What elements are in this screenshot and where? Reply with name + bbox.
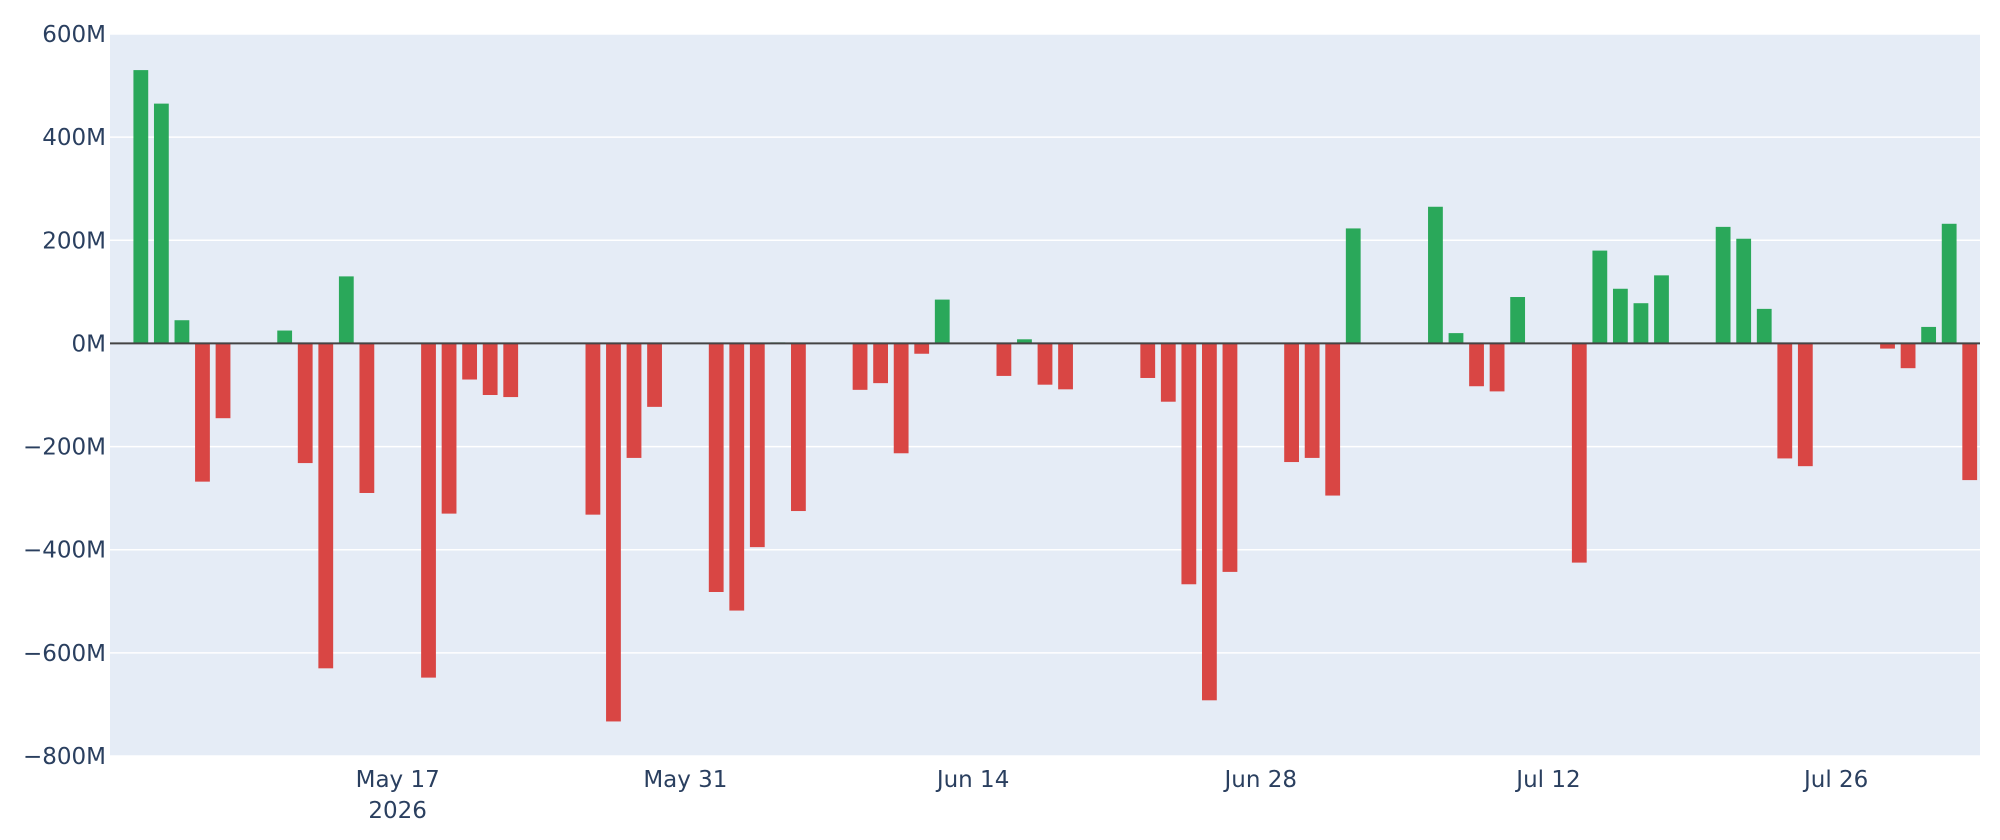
bar [1448,333,1464,344]
bar [1797,343,1813,467]
bar [1469,343,1484,387]
bar [338,276,354,344]
bar [1201,343,1217,701]
bar [1140,343,1156,378]
bar [606,343,621,722]
x-axis-tick-labels: May 17 2026 May 31 Jun 14 Jun 28 Jul 12 Jul 26 [356,767,1869,824]
bar [893,343,909,454]
x-tick-label: May 31 [643,767,727,793]
y-tick-label: −600M [23,641,106,667]
bar [1633,303,1649,344]
bar [1284,343,1299,463]
bars [133,70,1978,722]
bar [1510,297,1526,344]
bar [318,343,334,669]
bar [277,330,293,344]
bar [914,343,930,354]
bar [1962,343,1978,481]
bar [1345,228,1361,344]
bar [1181,343,1197,585]
bar [1222,343,1238,572]
bar [215,343,231,419]
bar [708,343,724,593]
bar [996,343,1012,376]
bar [1612,288,1628,344]
bar [1921,326,1937,344]
bar [1160,343,1176,402]
bar [749,343,765,548]
bar [1489,343,1505,392]
bar [195,343,210,482]
bar [133,70,149,344]
bar [1571,343,1587,563]
plot-background [110,34,1980,756]
y-tick-label: 600M [42,22,106,48]
bar [1654,275,1669,344]
bar [647,343,662,407]
x-tick-label: May 17 [356,767,440,793]
x-tick-label: Jun 28 [1223,767,1298,793]
bar [1058,343,1073,390]
bar [1756,308,1772,344]
bar [297,343,313,464]
x-tick-label: Jun 14 [935,767,1010,793]
bar [1715,226,1731,344]
bar [421,343,436,678]
bar [359,343,375,493]
bar [503,343,519,398]
x-tick-year-label: 2026 [368,798,427,824]
bar [1900,343,1916,369]
x-tick-label: Jul 26 [1802,767,1868,793]
bar [1592,250,1608,344]
x-tick-label: Jul 12 [1514,767,1580,793]
y-axis-tick-labels: 600M 400M 200M 0M −200M −400M −600M −800M [23,22,106,770]
bar [1017,339,1032,344]
bar [1880,343,1895,349]
y-tick-label: −400M [23,538,106,564]
bar [1325,343,1341,496]
y-tick-label: 0M [72,331,106,357]
y-tick-label: 400M [42,125,106,151]
bar [482,343,498,395]
bar [585,343,601,515]
bar [791,343,806,512]
y-tick-label: 200M [42,228,106,254]
y-tick-label: −800M [23,744,106,770]
bar [626,343,642,458]
bar [852,343,868,390]
bar [1941,223,1957,344]
bar [462,343,478,380]
bar [1736,238,1752,344]
bar [1777,343,1793,459]
y-tick-label: −200M [23,435,106,461]
bar [873,343,889,384]
bar [1428,206,1443,344]
bar [1037,343,1053,385]
bar [1304,343,1320,458]
bar [729,343,745,611]
bar [934,299,950,344]
bar [153,103,169,344]
bar [441,343,457,514]
bar [174,320,190,344]
